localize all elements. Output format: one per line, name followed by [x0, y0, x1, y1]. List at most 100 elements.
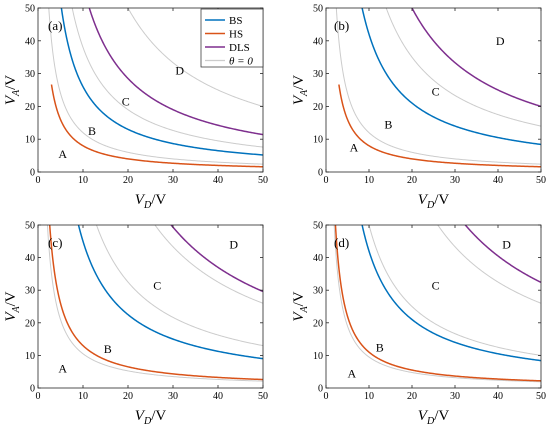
x-tick-label: 50	[258, 175, 268, 186]
y-tick-label: 0	[318, 168, 323, 179]
x-tick-label: 30	[450, 175, 460, 186]
x-tick-label: 10	[364, 175, 374, 186]
panel-c: 0 10 20 30 40 50 0 10 20 30 40 50 A B C D (c) VD/V VA/V	[3, 221, 268, 428]
series-line-theta-zero	[368, 225, 541, 356]
x-tick-label: 10	[78, 391, 88, 402]
y-tick-label: 50	[313, 221, 323, 232]
y-axis-title: VA/V	[3, 291, 22, 321]
legend-box	[200, 8, 264, 68]
plot-area	[48, 8, 263, 168]
series-line-dls	[170, 225, 263, 293]
region-label-a: A	[347, 366, 356, 380]
region-label-b: B	[88, 124, 96, 138]
axes-box	[325, 7, 542, 173]
x-axis-title: VD/V	[135, 192, 167, 211]
region-label-a: A	[58, 361, 67, 375]
y-tick-label: 0	[30, 384, 35, 395]
series-line-hs	[50, 84, 263, 168]
region-label-b: B	[104, 342, 112, 356]
plot-area	[335, 8, 541, 168]
region-label-a: A	[350, 140, 359, 154]
region-label-d: D	[496, 34, 505, 48]
x-tick-label: 20	[407, 175, 417, 186]
y-tick-label: 0	[318, 384, 323, 395]
series-line-theta-zero	[437, 225, 541, 304]
panel-tag: (b)	[334, 18, 349, 33]
y-axis-title: VA/V	[291, 75, 310, 105]
y-tick-label: 30	[313, 69, 323, 80]
x-tick-label: 50	[536, 175, 546, 186]
series-line-hs	[334, 225, 541, 382]
y-tick-label: 30	[25, 69, 35, 80]
x-axis-title: VD/V	[418, 192, 450, 211]
region-label-c: C	[432, 278, 440, 292]
x-tick-label: 40	[213, 391, 223, 402]
x-tick-label: 50	[258, 391, 268, 402]
x-tick-label: 20	[407, 391, 417, 402]
series-line-hs	[338, 84, 541, 168]
series-line-bs	[361, 225, 541, 362]
y-tick-label: 10	[313, 351, 323, 362]
x-tick-label: 30	[168, 175, 178, 186]
x-tick-label: 0	[36, 391, 41, 402]
region-label-a: A	[58, 147, 67, 161]
region-label-b: B	[384, 117, 392, 131]
series-line-bs	[60, 8, 263, 156]
y-axis-title: VA/V	[291, 291, 310, 321]
axes-box	[325, 224, 542, 389]
x-tick-label: 0	[36, 175, 41, 186]
x-axis-title: VD/V	[135, 408, 167, 427]
legend-label: DLS	[229, 42, 250, 54]
series-line-theta-zero	[48, 8, 263, 165]
series-line-theta-zero	[71, 8, 263, 148]
series-line-theta-zero	[333, 225, 541, 383]
region-label-d: D	[229, 238, 238, 252]
y-tick-label: 40	[313, 36, 323, 47]
x-tick-label: 30	[168, 391, 178, 402]
series-line-theta-zero	[335, 8, 541, 165]
x-tick-label: 50	[536, 391, 546, 402]
region-label-c: C	[153, 278, 161, 292]
plot-area	[333, 225, 541, 383]
series-line-theta-zero	[95, 225, 263, 347]
x-tick-label: 20	[123, 391, 133, 402]
y-tick-label: 50	[25, 221, 35, 232]
x-tick-label: 0	[324, 391, 329, 402]
region-label-c: C	[122, 94, 130, 108]
legend-label: HS	[229, 29, 243, 41]
panel-tag: (c)	[48, 235, 62, 250]
panel-tag: (a)	[48, 18, 62, 33]
y-tick-label: 40	[313, 253, 323, 264]
x-tick-label: 40	[213, 175, 223, 186]
panel-d: 0 10 20 30 40 50 0 10 20 30 40 50 A B C D (d) VD/V VA/V	[291, 221, 546, 428]
x-tick-label: 20	[123, 175, 133, 186]
series-line-hs	[48, 225, 263, 381]
panel-a: 0 10 20 30 40 50 0 10 20 30 40 50 A B C D (a) VD/V VA/V	[3, 4, 268, 212]
y-tick-label: 10	[25, 135, 35, 146]
region-label-d: D	[502, 238, 511, 252]
y-tick-label: 0	[30, 168, 35, 179]
panel-tag: (d)	[334, 235, 349, 250]
y-tick-label: 30	[25, 286, 35, 297]
y-tick-label: 40	[25, 253, 35, 264]
x-tick-label: 10	[364, 391, 374, 402]
x-tick-label: 0	[324, 175, 329, 186]
y-tick-label: 40	[25, 36, 35, 47]
y-tick-label: 10	[25, 351, 35, 362]
region-label-b: B	[376, 340, 384, 354]
y-tick-label: 50	[313, 4, 323, 15]
y-axis-title: VA/V	[3, 75, 22, 105]
x-tick-label: 40	[493, 391, 503, 402]
series-line-theta-zero	[46, 225, 263, 382]
region-label-c: C	[432, 85, 440, 99]
x-tick-label: 10	[78, 175, 88, 186]
series-line-theta-zero	[154, 225, 263, 304]
series-line-theta-zero	[385, 8, 541, 127]
y-tick-label: 20	[25, 102, 35, 113]
series-line-bs	[361, 8, 541, 146]
x-tick-label: 40	[493, 175, 503, 186]
y-tick-label: 20	[313, 102, 323, 113]
legend-label: θ = 0	[229, 56, 253, 68]
series-line-theta-zero	[127, 8, 263, 107]
